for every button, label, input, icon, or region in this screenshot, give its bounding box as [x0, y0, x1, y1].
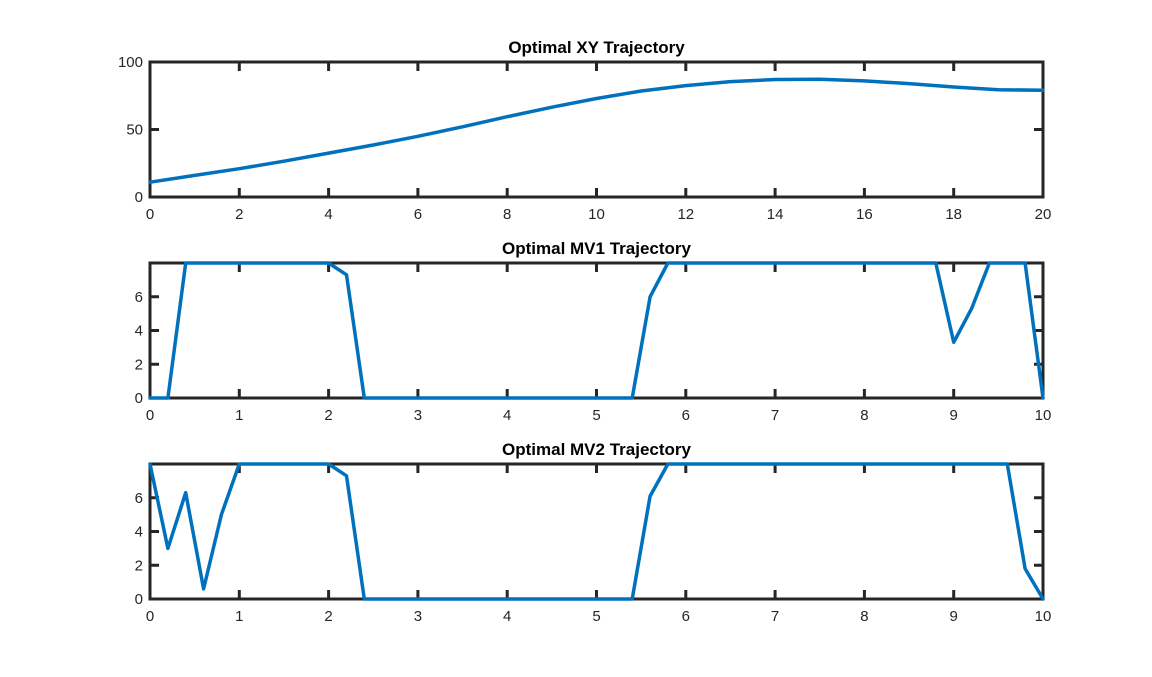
x-tick-label: 0 — [146, 608, 154, 625]
chart-title: Optimal MV2 Trajectory — [502, 440, 691, 459]
x-tick-label: 2 — [235, 206, 243, 223]
x-tick-label: 0 — [146, 206, 154, 223]
x-tick-label: 10 — [1035, 608, 1052, 625]
y-tick-label: 0 — [135, 189, 143, 206]
x-tick-label: 14 — [767, 206, 784, 223]
x-tick-label: 1 — [235, 407, 243, 424]
y-tick-label: 2 — [135, 356, 143, 373]
x-tick-label: 2 — [324, 608, 332, 625]
chart-title: Optimal XY Trajectory — [508, 38, 685, 57]
x-tick-label: 12 — [677, 206, 694, 223]
subplot-1: 0 2 4 6 8 10 12 14 16 18 20 0 50 100 Optimal XY Trajec… — [118, 38, 1051, 223]
x-tick-label: 7 — [771, 407, 779, 424]
x-tick-label: 2 — [324, 407, 332, 424]
axes-box — [148, 60, 1045, 199]
series-line-1 — [148, 77, 1045, 184]
y-tick-label: 6 — [135, 490, 143, 507]
y-tick-label: 0 — [135, 591, 143, 608]
x-tick-label: 3 — [414, 608, 422, 625]
x-tick-label: 4 — [503, 608, 511, 625]
series-line-1 — [148, 261, 1045, 400]
x-tick-label: 10 — [588, 206, 605, 223]
y-tick-label: 0 — [135, 390, 143, 407]
chart-title: Optimal MV1 Trajectory — [502, 239, 691, 258]
y-tick-label: 6 — [135, 289, 143, 306]
subplot-3: 0 1 2 3 4 5 6 7 8 9 10 0 2 4 6 Optimal MV2 Trajectory — [135, 440, 1052, 625]
x-tick-label: 6 — [682, 608, 690, 625]
x-tick-label: 10 — [1035, 407, 1052, 424]
x-tick-label: 6 — [682, 407, 690, 424]
x-tick-label: 8 — [860, 407, 868, 424]
y-tick-label: 100 — [118, 54, 143, 71]
x-tick-label: 7 — [771, 608, 779, 625]
series-line-1 — [148, 462, 1045, 601]
subplot-2: 0 1 2 3 4 5 6 7 8 9 10 0 2 4 6 Optimal MV1 Trajectory — [135, 239, 1052, 424]
x-tick-label: 1 — [235, 608, 243, 625]
x-tick-label: 5 — [592, 608, 600, 625]
x-tick-label: 3 — [414, 407, 422, 424]
x-tick-label: 5 — [592, 407, 600, 424]
x-tick-label: 4 — [324, 206, 332, 223]
x-tick-label: 16 — [856, 206, 873, 223]
x-tick-label: 6 — [414, 206, 422, 223]
axes-box — [148, 462, 1045, 601]
x-tick-label: 18 — [945, 206, 962, 223]
y-tick-label: 2 — [135, 557, 143, 574]
y-tick-label: 4 — [135, 323, 143, 340]
x-tick-label: 0 — [146, 407, 154, 424]
x-tick-label: 9 — [950, 608, 958, 625]
x-tick-label: 8 — [860, 608, 868, 625]
x-tick-label: 8 — [503, 206, 511, 223]
x-tick-label: 20 — [1035, 206, 1052, 223]
axes-box — [148, 261, 1045, 400]
y-tick-label: 50 — [126, 122, 143, 139]
x-tick-label: 9 — [950, 407, 958, 424]
x-tick-label: 4 — [503, 407, 511, 424]
y-tick-label: 4 — [135, 524, 143, 541]
